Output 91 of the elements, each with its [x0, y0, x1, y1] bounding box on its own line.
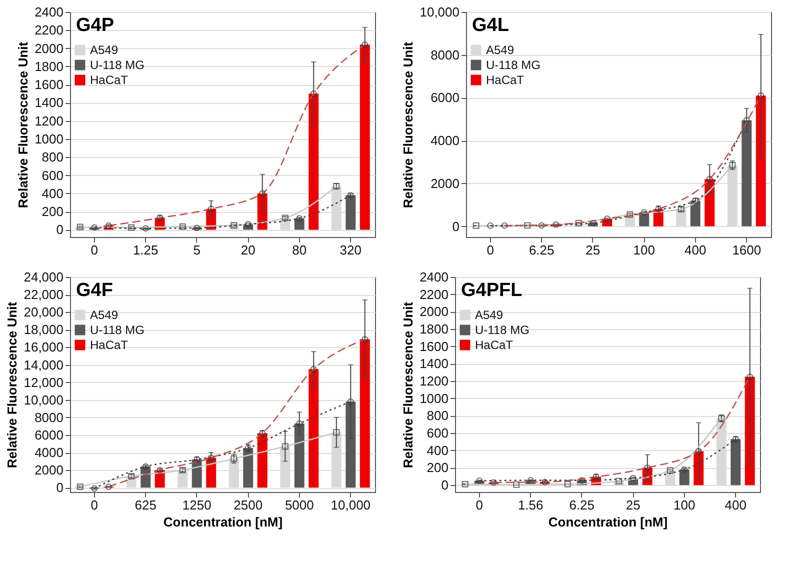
x-tick-label: 2500	[234, 498, 263, 512]
legend-label: A549	[90, 43, 118, 57]
y-tick-label: 8000	[430, 47, 460, 62]
y-tick-label: 1800	[34, 58, 64, 74]
y-axis-title: Relative Fluorescence Unit	[400, 301, 416, 468]
y-tick-label: 14,000	[24, 357, 64, 372]
legend-label: U-118 MG	[486, 58, 540, 72]
legend-label: U-118 MG	[475, 323, 530, 337]
y-tick-label: 6000	[34, 427, 64, 442]
x-tick-label: 0	[476, 498, 483, 512]
chart-title: G4F	[76, 280, 113, 301]
y-tick-label: 400	[42, 186, 64, 201]
x-tick-label: 100	[633, 242, 655, 258]
x-tick-label: 1600	[732, 242, 762, 258]
y-tick-label: 400	[426, 442, 448, 458]
x-tick-label: 6.25	[569, 498, 595, 512]
y-tick-label: 0	[56, 222, 64, 238]
x-tick-label: 100	[674, 498, 696, 512]
y-tick-label: 0	[452, 218, 460, 234]
y-tick-label: 4000	[34, 445, 64, 460]
y-tick-label: 2400	[34, 4, 64, 20]
y-tick-label: 1600	[420, 338, 448, 354]
y-tick-label: 22,000	[24, 287, 64, 302]
legend-label: A549	[90, 308, 118, 322]
y-tick-label: 1000	[34, 132, 64, 147]
legend-label: HaCaT	[475, 338, 514, 352]
y-tick-label: 0	[441, 478, 448, 493]
y-tick-label: 20,000	[24, 304, 64, 320]
legend-label: HaCaT	[90, 338, 129, 352]
y-tick-label: 10,000	[420, 4, 460, 20]
x-tick-label: 5	[193, 242, 200, 258]
x-tick-label: 25	[626, 498, 640, 512]
y-tick-label: 2000	[430, 176, 460, 191]
y-axis-title: Relative Fluorescence Unit	[16, 41, 31, 208]
x-tick-label: 1.25	[132, 242, 158, 258]
legend-label: HaCaT	[90, 73, 129, 87]
x-tick-label: 1.56	[518, 498, 544, 512]
chart-title: G4P	[76, 15, 114, 36]
y-tick-label: 1200	[420, 374, 448, 389]
y-tick-label: 4000	[430, 133, 460, 148]
x-tick-label: 1250	[182, 498, 212, 512]
x-tick-label: 5000	[284, 498, 314, 512]
y-tick-label: 1200	[34, 113, 64, 128]
y-tick-label: 24,000	[24, 270, 64, 284]
y-tick-label: 600	[42, 168, 64, 183]
y-tick-label: 200	[426, 460, 448, 476]
y-tick-label: 12,000	[24, 374, 64, 390]
y-tick-label: 2200	[34, 22, 64, 38]
x-tick-label: 0	[90, 242, 98, 258]
y-tick-label: 800	[42, 150, 64, 165]
x-tick-label: 0	[90, 498, 98, 512]
x-tick-label: 400	[724, 498, 747, 512]
y-tick-label: 0	[56, 480, 64, 496]
x-tick-label: 10,000	[330, 498, 371, 512]
legend-label: A549	[486, 43, 514, 57]
x-tick-label: 625	[134, 498, 156, 512]
x-tick-label: 25	[586, 242, 600, 258]
x-tick-label: 400	[684, 242, 706, 258]
x-tick-label: 6.25	[528, 242, 554, 258]
y-tick-label: 1600	[34, 77, 64, 92]
y-tick-label: 1400	[420, 356, 448, 372]
chart-title: G4PFL	[461, 280, 523, 301]
legend-label: A549	[475, 308, 504, 322]
legend-label: HaCaT	[486, 73, 525, 87]
y-tick-label: 1400	[34, 95, 64, 110]
legend-label: U-118 MG	[90, 323, 144, 337]
y-axis-title: Relative Fluorescence Unit	[400, 41, 416, 208]
legend-label: U-118 MG	[90, 58, 144, 72]
y-tick-label: 2000	[420, 304, 448, 320]
x-tick-label: 20	[240, 242, 256, 258]
x-tick-label: 80	[292, 242, 307, 258]
y-tick-label: 1000	[420, 390, 448, 406]
y-tick-label: 600	[426, 426, 448, 441]
x-axis-title: Concentration [nM]	[163, 514, 283, 530]
x-axis-title: Concentration [nM]	[548, 514, 668, 530]
x-tick-label: 320	[340, 242, 362, 258]
y-tick-label: 8000	[34, 410, 64, 425]
y-tick-label: 2000	[34, 40, 64, 56]
y-tick-label: 10,000	[24, 392, 64, 408]
y-tick-label: 800	[426, 408, 448, 424]
y-tick-label: 16,000	[24, 340, 64, 355]
y-tick-label: 200	[42, 204, 64, 220]
y-tick-label: 1800	[420, 322, 448, 337]
y-tick-label: 2200	[420, 286, 448, 302]
y-tick-label: 6000	[430, 90, 460, 106]
x-tick-label: 0	[486, 242, 494, 258]
y-tick-label: 2000	[34, 462, 64, 478]
y-axis-title: Relative Fluorescence Unit	[4, 301, 20, 468]
y-tick-label: 18,000	[24, 322, 64, 338]
y-tick-label: 2400	[420, 270, 448, 284]
chart-title: G4L	[472, 15, 510, 36]
